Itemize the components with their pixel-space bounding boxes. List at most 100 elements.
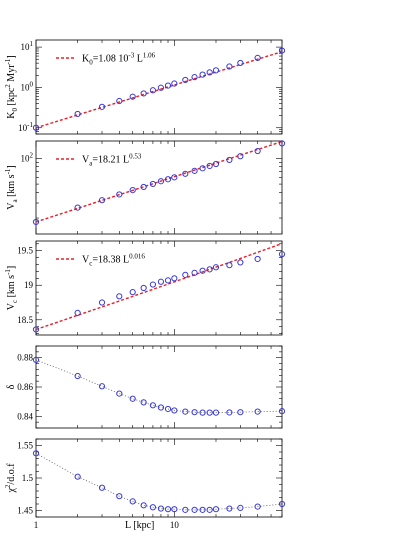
legend-text-main: =18.21 L <box>92 155 129 166</box>
tick-base: 10 <box>21 153 31 163</box>
label-sup2: -1 <box>4 58 12 64</box>
data-point <box>278 47 286 54</box>
label-sup: -1 <box>4 269 12 275</box>
legend-label: Va=18.21 L0.53 <box>82 153 142 168</box>
data-point <box>140 399 147 406</box>
y-tick-label: 18.5 <box>17 315 33 325</box>
data-point <box>206 409 213 416</box>
y-tick-label: 1.55 <box>17 441 33 451</box>
data-point <box>157 278 165 285</box>
legend-exp2: 0.016 <box>129 253 145 261</box>
legend-prefix: V <box>82 155 90 166</box>
legend-sub: c <box>89 260 92 268</box>
plot-frame <box>35 39 283 135</box>
label-sup: -1 <box>4 168 12 174</box>
data-point <box>237 259 244 266</box>
data-point <box>254 147 261 155</box>
data-point <box>116 293 123 300</box>
data-point <box>237 409 244 416</box>
data-point <box>98 383 106 390</box>
y-axis-label: Vc [km s-1] <box>4 266 19 311</box>
plot-frame <box>35 240 283 336</box>
y-tick-label: 0.84 <box>17 411 33 421</box>
plot-frame <box>35 140 283 235</box>
data-point <box>74 372 81 380</box>
legend-exp2: 0.53 <box>129 153 142 161</box>
legend-prefix: V <box>82 255 90 266</box>
legend-exp2: 1.06 <box>143 52 156 60</box>
data-point <box>191 409 198 416</box>
data-point <box>182 76 189 84</box>
data-point <box>182 506 189 513</box>
plot-frame <box>35 345 283 429</box>
label-close: ] <box>6 55 17 58</box>
data-point <box>171 407 178 414</box>
tick-base: 10 <box>21 42 31 52</box>
data-point <box>157 84 165 91</box>
data-point <box>116 191 123 198</box>
data-point <box>212 506 220 513</box>
data-point <box>199 165 206 172</box>
legend-label: Vc=18.38 L0.016 <box>82 253 145 268</box>
data-point <box>171 80 178 87</box>
data-point <box>212 67 220 74</box>
label-main: V <box>6 202 17 210</box>
label-sup: 2 <box>4 84 12 88</box>
y-tick-label: 1.5 <box>22 473 34 483</box>
data-point <box>129 498 136 505</box>
y-tick-label: 102 <box>21 151 34 163</box>
label-rest: /d.o.f <box>6 463 17 485</box>
data-point <box>149 180 157 188</box>
data-point <box>191 167 198 174</box>
data-point <box>129 93 136 100</box>
legend-text-main: =1.08 10 <box>93 54 129 65</box>
label-close: ] <box>6 266 17 269</box>
label-main: V <box>6 302 17 310</box>
data-point <box>206 162 213 170</box>
data-point <box>164 506 172 513</box>
y-axis-label: δ <box>6 384 17 389</box>
data-point <box>116 493 123 500</box>
data-point <box>171 506 178 513</box>
data-point <box>171 174 178 181</box>
data-point <box>237 59 244 67</box>
data-point <box>74 309 81 316</box>
data-point <box>32 356 40 364</box>
data-point <box>32 326 40 333</box>
data-point <box>226 262 233 269</box>
data-point <box>116 390 123 397</box>
y-tick-label: 1.45 <box>17 506 33 516</box>
dotted-line <box>35 359 283 414</box>
tick-exponent: 2 <box>30 151 34 159</box>
data-point <box>254 503 261 510</box>
data-point <box>157 404 165 411</box>
data-point <box>164 277 172 284</box>
data-point <box>278 251 286 258</box>
fit-line <box>35 51 283 129</box>
label-main: χ <box>6 488 17 494</box>
data-point <box>182 271 189 278</box>
data-point <box>32 450 40 457</box>
data-point <box>149 281 157 288</box>
data-point <box>212 160 220 168</box>
data-point <box>157 178 165 185</box>
x-tick-label-1: 1 <box>34 520 39 530</box>
data-point <box>164 405 172 413</box>
y-tick-label: 0.86 <box>17 382 33 392</box>
y-axis-label: χ2/d.o.f <box>4 463 17 494</box>
fit-line <box>35 140 283 223</box>
data-point <box>74 110 81 118</box>
data-point <box>278 140 286 147</box>
data-point <box>140 284 147 292</box>
data-point <box>140 183 147 191</box>
data-point <box>206 69 213 76</box>
label-rest: [kpc <box>6 87 17 108</box>
data-point <box>226 409 233 416</box>
data-point <box>182 408 189 415</box>
tick-exponent: 0 <box>30 80 34 88</box>
data-point <box>237 153 244 160</box>
dotted-line <box>35 452 283 511</box>
data-point <box>191 269 198 276</box>
label-rest2: Myr <box>6 64 17 84</box>
data-point <box>116 97 123 105</box>
